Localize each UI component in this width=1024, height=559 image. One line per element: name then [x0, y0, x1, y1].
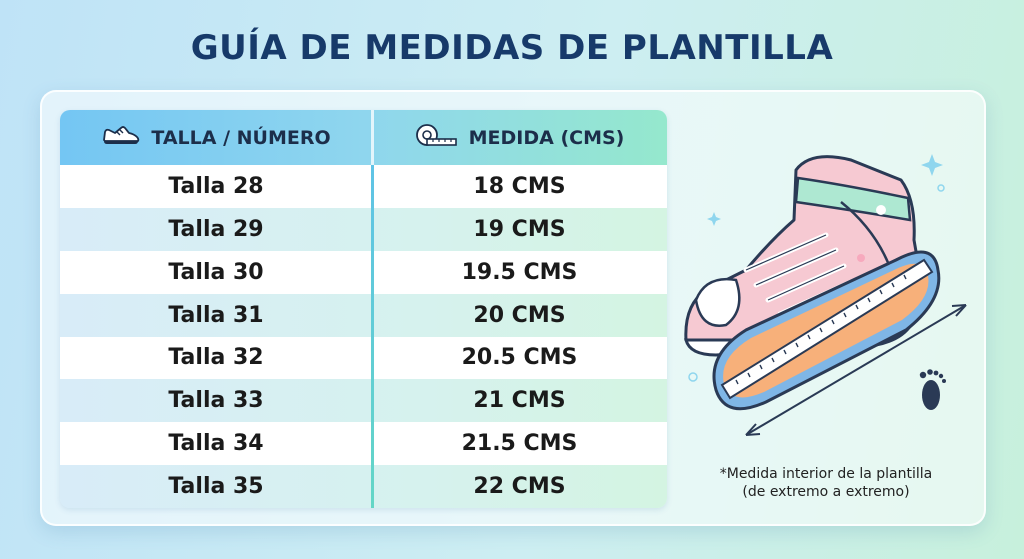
table-row: Talla 31 20 CMS	[60, 293, 667, 337]
ruler-icon	[720, 258, 934, 400]
table-row: Talla 30 19.5 CMS	[60, 250, 667, 294]
table-header: TALLA / NÚMERO MEDIDA (CMS)	[60, 110, 667, 165]
size-cell: Talla 31	[168, 302, 264, 328]
header-size: TALLA / NÚMERO	[60, 110, 372, 165]
measure-cell: 19 CMS	[473, 216, 566, 242]
header-divider	[371, 110, 374, 165]
size-cell: Talla 30	[168, 259, 264, 285]
measure-cell: 21.5 CMS	[461, 431, 578, 457]
insole-illustration	[712, 250, 941, 411]
column-divider	[371, 165, 374, 508]
table-row: Talla 28 18 CMS	[60, 165, 667, 208]
measure-cell: 18 CMS	[473, 173, 566, 199]
table-row: Talla 34 21.5 CMS	[60, 422, 667, 466]
size-cell: Talla 29	[168, 216, 264, 242]
header-measure: MEDIDA (CMS)	[372, 110, 667, 165]
header-measure-label: MEDIDA (CMS)	[468, 126, 625, 149]
size-cell: Talla 35	[168, 474, 264, 500]
table-row: Talla 29 19 CMS	[60, 207, 667, 251]
table-row: Talla 32 20.5 CMS	[60, 336, 667, 380]
header-size-label: TALLA / NÚMERO	[151, 126, 331, 149]
shoe-insole-illustration	[676, 140, 976, 460]
note-line-2: (de extremo a extremo)	[742, 484, 910, 500]
size-cell: Talla 34	[168, 431, 264, 457]
size-cell: Talla 33	[168, 388, 264, 414]
table-row: Talla 35 22 CMS	[60, 465, 667, 508]
page-title: GUÍA DE MEDIDAS DE PLANTILLA	[190, 28, 834, 68]
size-table: TALLA / NÚMERO MEDIDA (CMS) Talla 28 18 …	[60, 110, 667, 508]
sparkle-icon	[707, 154, 943, 226]
sneaker-icon	[101, 123, 141, 152]
measure-cell: 19.5 CMS	[461, 259, 578, 285]
size-cell: Talla 28	[168, 173, 264, 199]
size-cell: Talla 32	[168, 345, 264, 371]
footprint-icon	[919, 369, 946, 410]
dimension-arrow	[745, 304, 967, 436]
note-line-1: *Medida interior de la plantilla	[719, 466, 933, 482]
measure-cell: 21 CMS	[473, 388, 566, 414]
measure-cell: 20.5 CMS	[461, 345, 578, 371]
measure-cell: 22 CMS	[473, 474, 566, 500]
table-body: Talla 28 18 CMS Talla 29 19 CMS Talla 30…	[60, 165, 667, 508]
tape-measure-icon	[415, 122, 459, 153]
measurement-note: *Medida interior de la plantilla (de ext…	[676, 465, 976, 501]
measure-cell: 20 CMS	[473, 302, 566, 328]
table-row: Talla 33 21 CMS	[60, 379, 667, 423]
